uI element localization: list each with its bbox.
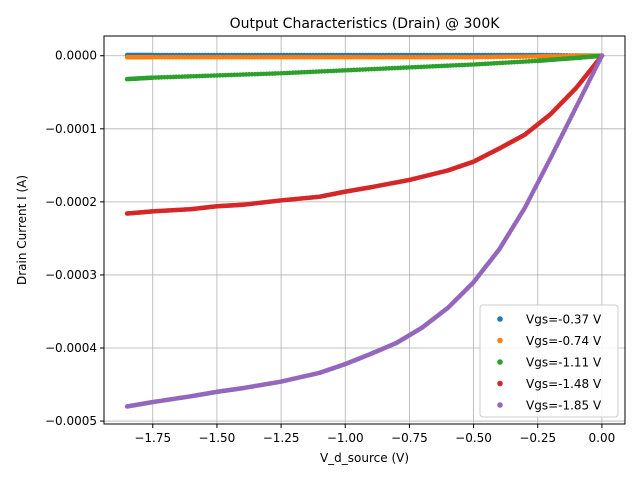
series-2 xyxy=(124,53,605,60)
x-tick-label: −0.50 xyxy=(455,431,492,445)
x-tick-label: −1.75 xyxy=(134,431,171,445)
legend-label: Vgs=-0.37 V xyxy=(526,313,602,327)
legend-marker xyxy=(497,402,503,408)
y-axis: 0.0000 −0.0001 −0.0002 −0.0003 −0.0004 −0.000… xyxy=(45,49,104,428)
x-axis: −1.75 −1.50 −1.25 −1.00 −0.75 −0.50 −0.25 0.00 xyxy=(134,424,615,445)
x-tick-label: −1.25 xyxy=(263,431,300,445)
y-axis-label: Drain Current I (A) xyxy=(15,175,29,285)
legend-box xyxy=(479,304,619,418)
x-tick-label: −1.00 xyxy=(327,431,364,445)
x-tick-label: 0.00 xyxy=(589,431,616,445)
data-point xyxy=(599,53,605,59)
plot-frame xyxy=(103,35,626,425)
legend-marker xyxy=(497,316,503,322)
legend-label: Vgs=-1.11 V xyxy=(526,356,602,370)
x-tick-label: −0.25 xyxy=(519,431,556,445)
legend-label: Vgs=-0.74 V xyxy=(526,334,602,348)
y-tick-label: −0.0003 xyxy=(45,268,97,282)
y-tick-label: 0.0000 xyxy=(55,49,97,63)
legend-marker xyxy=(497,337,503,344)
y-tick-label: −0.0005 xyxy=(45,414,97,428)
series-5 xyxy=(124,53,605,409)
legend-marker xyxy=(497,380,503,387)
x-tick-label: −0.75 xyxy=(391,431,428,445)
y-tick-label: −0.0004 xyxy=(45,341,97,355)
legend-marker xyxy=(497,359,503,365)
data-points xyxy=(124,52,605,409)
legend-label: Vgs=-1.48 V xyxy=(526,377,602,391)
y-tick-label: −0.0001 xyxy=(45,122,97,136)
chart-title: Output Characteristics (Drain) @ 300K xyxy=(230,16,501,32)
y-tick-label: −0.0002 xyxy=(45,195,97,209)
x-axis-label: V_d_source (V) xyxy=(320,451,409,465)
legend-label: Vgs=-1.85 V xyxy=(526,399,602,413)
legend: Vgs=-0.37 V Vgs=-0.74 V Vgs=-1.11 V Vgs=-1.… xyxy=(479,304,619,418)
series-4 xyxy=(124,53,605,216)
x-tick-label: −1.50 xyxy=(199,431,236,445)
